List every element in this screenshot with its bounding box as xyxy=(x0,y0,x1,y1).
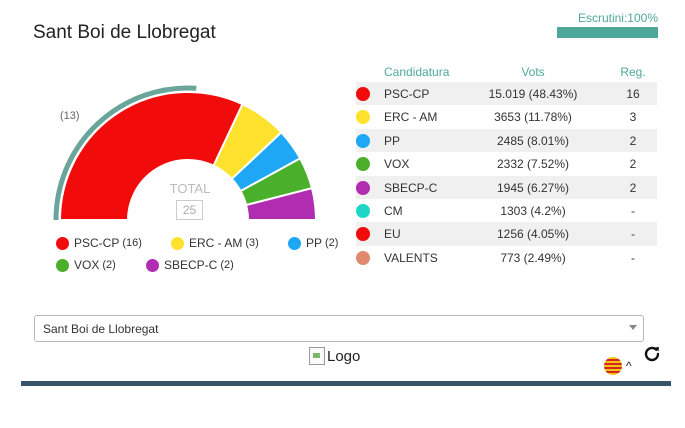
party-seats: - xyxy=(631,203,635,218)
party-color-dot xyxy=(356,133,370,148)
logo-alt-text: Logo xyxy=(327,347,361,365)
table-body: PSC-CP 15.019 (48.43%) 16 ERC - AM 3653 (11.… xyxy=(356,82,657,269)
chevron-down-icon xyxy=(629,325,637,330)
table-row: VOX 2332 (7.52%) 2 xyxy=(356,152,657,175)
party-seats: - xyxy=(631,227,635,242)
page-title: Sant Boi de Llobregat xyxy=(33,22,216,43)
municipality-select-value: Sant Boi de Llobregat xyxy=(43,322,159,336)
legend-party-seats: (2) xyxy=(220,259,234,271)
legend-color-dot xyxy=(146,258,159,272)
party-seats: 2 xyxy=(629,157,637,172)
party-votes: 1256 (4.05%) xyxy=(496,227,570,242)
party-votes: 3653 (11.78%) xyxy=(494,110,572,125)
table-row: CM 1303 (4.2%) - xyxy=(356,199,657,222)
refresh-icon[interactable] xyxy=(642,344,662,364)
party-name: PP xyxy=(384,133,401,148)
party-name: CM xyxy=(384,203,403,218)
scrutiny-indicator: Escrutini:100% xyxy=(557,11,658,38)
total-label: TOTAL xyxy=(169,181,211,196)
party-votes: 2485 (8.01%) xyxy=(496,133,570,148)
legend-item: PP (2) xyxy=(288,236,338,250)
caret-up-icon[interactable]: ^ xyxy=(626,359,632,373)
legend-item: PSC-CP (16) xyxy=(56,236,142,250)
party-color-dot xyxy=(356,87,370,101)
party-seats: 2 xyxy=(629,180,637,195)
party-votes: 15.019 (48.43%) xyxy=(488,87,578,101)
party-name: VALENTS xyxy=(384,250,438,265)
party-color-dot xyxy=(356,180,370,195)
legend-item: VOX (2) xyxy=(56,258,116,272)
party-name: ERC - AM xyxy=(384,110,438,125)
total-seats: 25 xyxy=(176,200,203,220)
header-votes: Vots xyxy=(521,65,545,79)
table-row: PP 2485 (8.01%) 2 xyxy=(356,128,657,153)
party-name: VOX xyxy=(384,157,410,172)
seats-hemicycle xyxy=(53,85,318,221)
legend-party-name: PP xyxy=(306,236,323,250)
scrutiny-progress-bar xyxy=(557,27,658,38)
party-votes: 1945 (6.27%) xyxy=(496,180,570,195)
bottom-bar xyxy=(21,381,671,386)
scrutiny-progress-fill xyxy=(557,27,658,38)
legend-party-seats: (2) xyxy=(102,259,116,271)
party-seats: 2 xyxy=(629,133,637,148)
previous-seats-arc xyxy=(53,85,197,221)
header-party: Candidatura xyxy=(384,65,450,79)
party-seats: 16 xyxy=(626,87,640,101)
legend-color-dot xyxy=(56,258,69,272)
party-seats: 3 xyxy=(629,110,637,125)
legend-item: ERC - AM (3) xyxy=(171,236,259,250)
table-row: PSC-CP 15.019 (48.43%) 16 xyxy=(356,82,657,106)
party-color-dot xyxy=(356,203,370,218)
municipality-select[interactable]: Sant Boi de Llobregat xyxy=(34,315,644,342)
table-row: ERC - AM 3653 (11.78%) 3 xyxy=(356,105,657,128)
logo: Logo xyxy=(309,347,360,365)
legend-party-seats: (2) xyxy=(325,237,339,249)
party-votes: 2332 (7.52%) xyxy=(496,157,570,172)
party-seats: - xyxy=(631,250,635,265)
seat-segment xyxy=(244,186,318,221)
catalan-flag-icon[interactable] xyxy=(604,357,622,375)
legend-color-dot xyxy=(171,236,184,250)
party-color-dot xyxy=(356,250,370,265)
party-color-dot xyxy=(356,157,370,172)
seat-segment xyxy=(58,91,244,221)
party-votes: 1303 (4.2%) xyxy=(500,203,566,218)
scrutiny-label: Escrutini:100% xyxy=(577,11,658,25)
previous-seats-label: (13) xyxy=(60,110,80,122)
legend-color-dot xyxy=(56,236,69,250)
legend-item: SBECP-C (2) xyxy=(146,258,234,272)
party-color-dot xyxy=(356,227,370,242)
party-name: SBECP-C xyxy=(384,180,438,195)
table-header: Candidatura Vots Reg. xyxy=(356,60,657,82)
legend-party-name: ERC - AM xyxy=(189,236,243,250)
results-table: Candidatura Vots Reg. PSC-CP 15.019 (48.4… xyxy=(356,60,657,269)
table-row: SBECP-C 1945 (6.27%) 2 xyxy=(356,175,657,199)
legend-color-dot xyxy=(288,236,301,250)
legend-party-name: PSC-CP xyxy=(74,236,120,250)
party-name: EU xyxy=(384,227,401,242)
party-votes: 773 (2.49%) xyxy=(500,250,566,265)
table-row: VALENTS 773 (2.49%) - xyxy=(356,246,657,269)
legend-party-name: VOX xyxy=(74,258,100,272)
legend-party-seats: (16) xyxy=(122,237,142,249)
legend-party-name: SBECP-C xyxy=(164,258,218,272)
header-seats: Reg. xyxy=(620,65,646,79)
broken-image-icon xyxy=(309,347,325,365)
legend-party-seats: (3) xyxy=(245,237,259,249)
table-row: EU 1256 (4.05%) - xyxy=(356,222,657,246)
party-name: PSC-CP xyxy=(384,87,430,101)
party-color-dot xyxy=(356,110,370,125)
